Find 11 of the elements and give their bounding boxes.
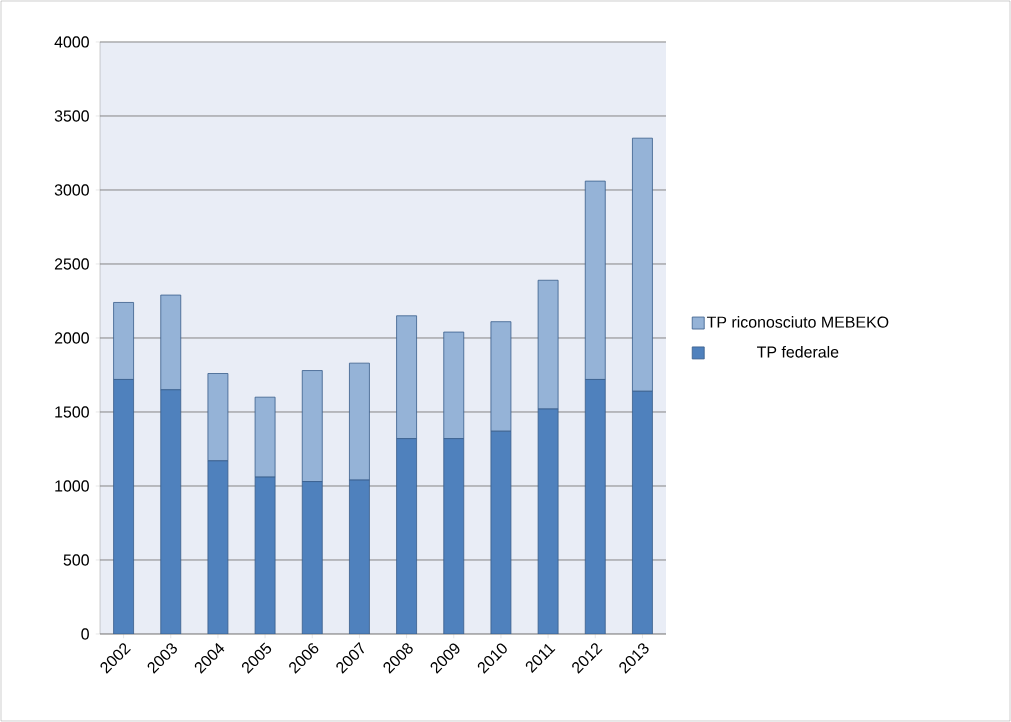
y-tick-label: 2000 (54, 332, 89, 344)
y-tick-label: 4000 (54, 36, 89, 48)
y-tick-label: 1000 (55, 480, 89, 492)
y-tick-label: 1500 (55, 406, 89, 418)
y-tick-label: 0 (81, 628, 89, 640)
y-tick-label: 500 (63, 554, 89, 566)
y-tick-label: 3500 (54, 110, 89, 122)
y-tick-label: 3000 (54, 184, 89, 196)
y-tick-label: 2500 (54, 258, 89, 270)
legend-label: TP riconosciuto MEBEKO (706, 316, 889, 328)
text: TP federale (757, 345, 839, 358)
